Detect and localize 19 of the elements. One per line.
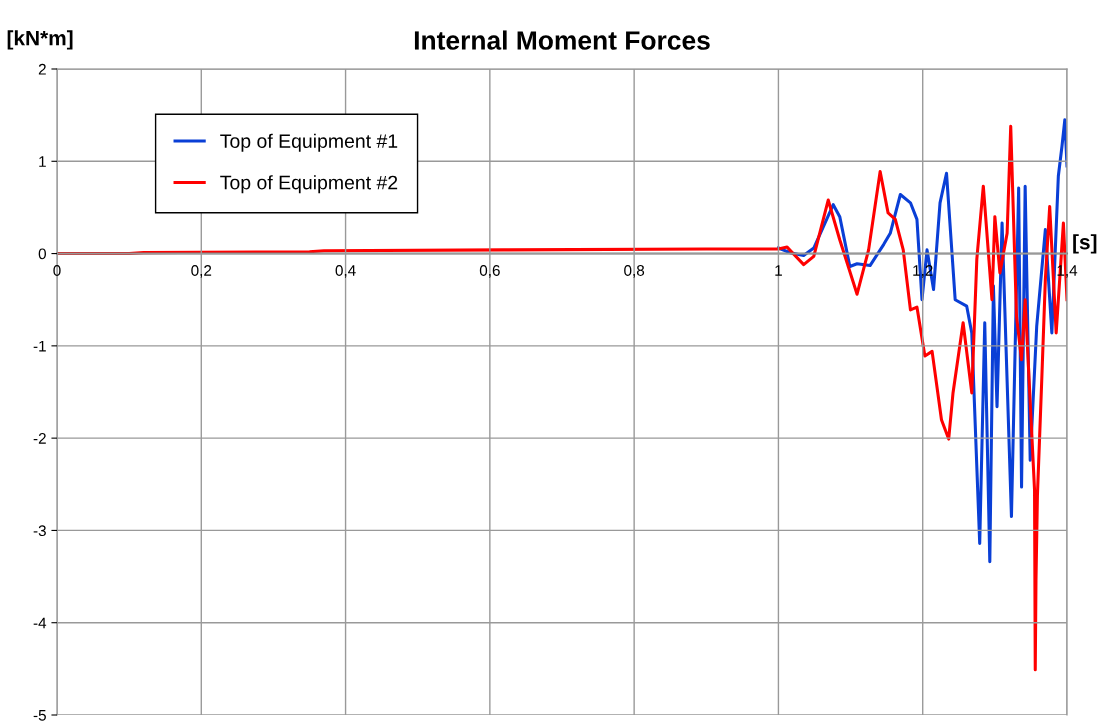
y-tick-label: 0 bbox=[38, 248, 46, 260]
chart-title: Internal Moment Forces bbox=[414, 30, 710, 50]
x-tick-label: 0 bbox=[53, 265, 61, 276]
y-tick-label: -1 bbox=[33, 340, 46, 352]
x-axis-title: [s] bbox=[1073, 234, 1097, 254]
y-tick-label: -5 bbox=[33, 710, 46, 721]
x-tick-label: 0,6 bbox=[479, 265, 500, 278]
y-tick-label: -4 bbox=[33, 617, 47, 629]
y-tick-label: -3 bbox=[33, 525, 46, 537]
x-tick-label: 1 bbox=[775, 265, 782, 276]
legend-label: Top of Equipment #2 bbox=[220, 175, 398, 194]
legend-label: Top of Equipment #1 bbox=[220, 133, 398, 152]
x-tick-label: 0,2 bbox=[191, 265, 212, 278]
y-tick-label: -2 bbox=[33, 433, 46, 444]
y-axis-title: [kN*m] bbox=[7, 30, 73, 50]
y-tick-label: 2 bbox=[38, 63, 46, 75]
y-tick-label: 1 bbox=[39, 156, 46, 167]
x-tick-label: 0,8 bbox=[624, 265, 645, 278]
x-tick-label: 0,4 bbox=[335, 265, 356, 278]
